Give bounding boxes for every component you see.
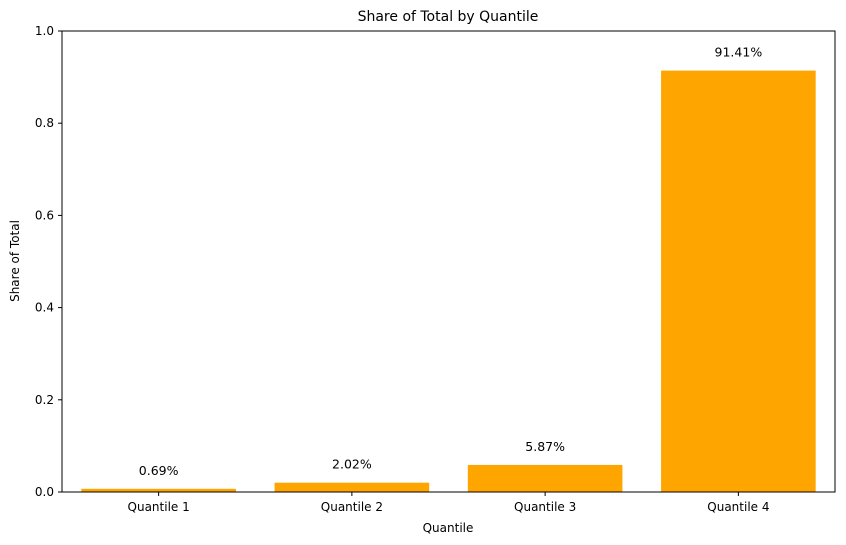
x-tick-label-4: Quantile 4 <box>707 500 769 514</box>
x-tick-label-1: Quantile 1 <box>128 500 190 514</box>
y-tick-label-2: 0.2 <box>35 393 54 407</box>
bar-2 <box>274 482 430 492</box>
y-tick-label-5: 0.8 <box>35 116 54 130</box>
y-tick-label-6: 1.0 <box>35 24 54 38</box>
data-label-4: 91.41% <box>715 45 763 60</box>
bars-group <box>81 70 816 492</box>
data-labels-group: 0.69% 2.02% 5.87% 91.41% <box>139 45 763 478</box>
bar-4 <box>661 70 816 492</box>
bar-3 <box>467 464 623 492</box>
y-axis-label: Share of Total <box>8 220 22 302</box>
x-axis-ticks: Quantile 1 Quantile 2 Quantile 3 Quantile 4 <box>128 492 769 514</box>
x-tick-label-2: Quantile 2 <box>321 500 383 514</box>
x-tick-label-3: Quantile 3 <box>514 500 576 514</box>
bar-1 <box>81 488 236 492</box>
plot-frame <box>61 30 836 493</box>
data-label-3: 5.87% <box>525 439 565 454</box>
y-tick-label-1: 0.0 <box>35 485 54 499</box>
data-label-1: 0.69% <box>139 463 179 478</box>
y-axis-ticks: 0.0 0.2 0.4 0.6 0.8 1.0 <box>35 24 62 499</box>
y-tick-label-3: 0.4 <box>35 301 54 315</box>
x-axis-label: Quantile <box>423 521 474 535</box>
chart-title: Share of Total by Quantile <box>358 9 539 25</box>
data-label-2: 2.02% <box>332 457 372 472</box>
y-tick-label-4: 0.6 <box>35 208 54 222</box>
